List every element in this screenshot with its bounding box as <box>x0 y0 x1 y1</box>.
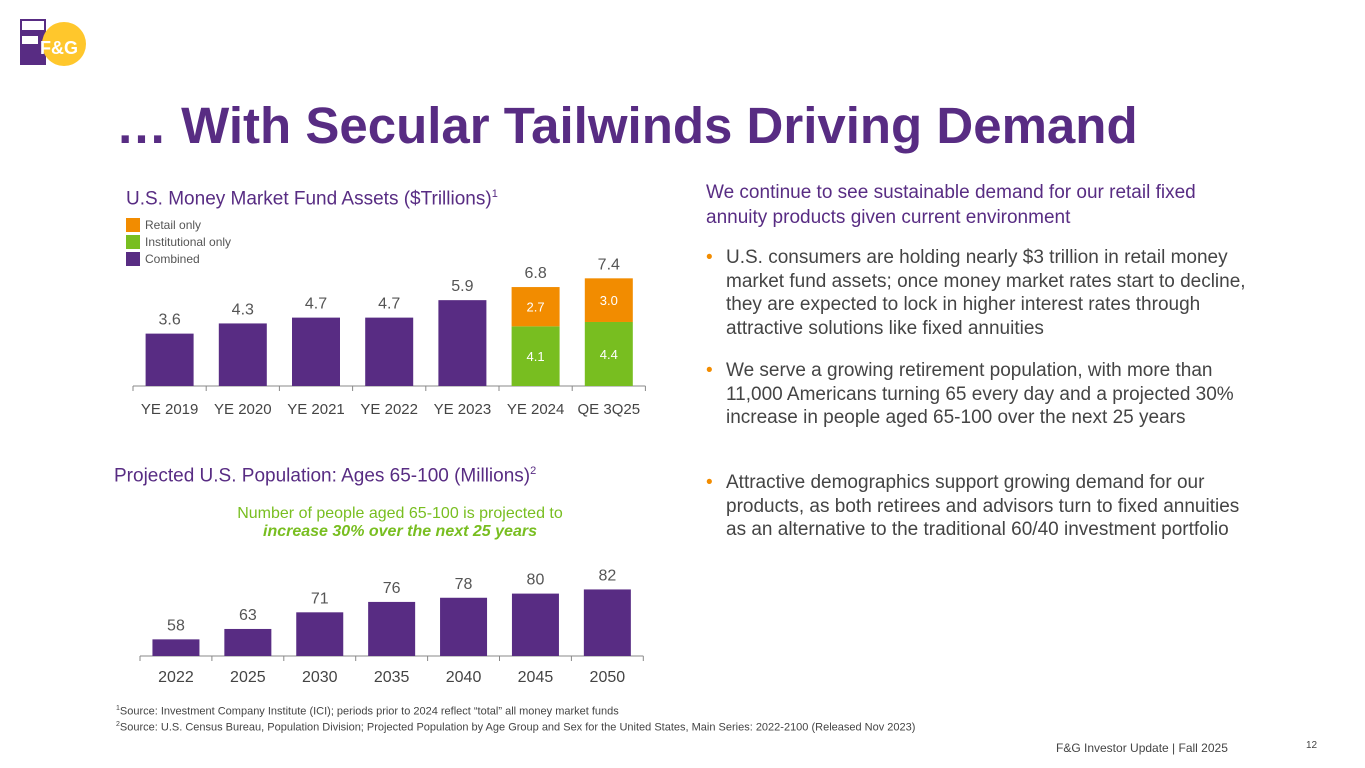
population-bar <box>583 589 631 656</box>
money-market-chart-title: U.S. Money Market Fund Assets ($Trillion… <box>126 188 498 210</box>
bar-segment <box>584 278 633 322</box>
population-value-label: 71 <box>311 590 329 607</box>
x-tick-label: 2035 <box>374 669 410 686</box>
population-title-sup: 2 <box>530 465 537 477</box>
money-market-legend: Retail only Institutional only Combined <box>126 216 231 267</box>
population-bar <box>511 593 559 656</box>
legend-item-institutional: Institutional only <box>126 233 231 250</box>
total-label: 4.7 <box>305 296 327 313</box>
legend-swatch-institutional <box>126 234 140 249</box>
legend-swatch-combined <box>126 251 140 266</box>
bullet-text-3: Attractive demographics support growing … <box>726 472 1240 540</box>
footnote-2-text: Source: U.S. Census Bureau, Population D… <box>119 721 916 734</box>
right-panel-title: We continue to see sustainable demand fo… <box>706 182 1196 228</box>
x-tick-label: 2040 <box>446 669 482 686</box>
segment-label-retail: 3.0 <box>600 293 618 308</box>
population-bar <box>368 601 416 656</box>
population-value-label: 82 <box>598 567 616 584</box>
population-title-text: Projected U.S. Population: Ages 65-100 (… <box>114 465 531 487</box>
bar-segment <box>511 326 560 386</box>
bullet-marker-2: • <box>706 360 713 381</box>
x-tick-label: QE 3Q25 <box>578 401 641 418</box>
page-number: 12 <box>1306 740 1318 751</box>
x-tick-label: YE 2024 <box>507 401 565 418</box>
population-value-label: 78 <box>455 576 473 593</box>
total-label: 4.7 <box>378 296 400 313</box>
total-label: 7.4 <box>598 256 620 273</box>
money-market-title-text: U.S. Money Market Fund Assets ($Trillion… <box>126 188 492 210</box>
x-tick-label: 2050 <box>590 669 626 686</box>
bullet-marker-3: • <box>706 472 713 493</box>
bar-segment <box>292 317 340 386</box>
population-bar <box>440 597 488 656</box>
money-market-chart: 3.6 YE 2019 4.3 YE 2020 4.7 YE 2021 4.7 YE 2022… <box>132 256 646 418</box>
annotation-line-1: Number of people aged 65-100 is projecte… <box>237 505 563 522</box>
bullet-marker-1: • <box>706 247 713 268</box>
x-tick-label: YE 2023 <box>434 401 492 418</box>
population-bar <box>296 612 344 656</box>
x-tick-label: 2030 <box>302 669 338 686</box>
logo-yellow-circle <box>42 22 86 66</box>
legend-label-combined: Combined <box>145 251 200 266</box>
x-tick-label: 2045 <box>518 669 554 686</box>
x-tick-label: YE 2021 <box>287 401 345 418</box>
population-chart-title: Projected U.S. Population: Ages 65-100 (… <box>114 465 536 487</box>
legend-label-retail: Retail only <box>145 217 202 232</box>
legend-label-institutional: Institutional only <box>145 234 232 249</box>
logo-f-bar <box>22 21 44 30</box>
population-bar <box>224 628 272 656</box>
bullet-3: • Attractive demographics support growing… <box>706 471 1251 542</box>
legend-item-retail: Retail only <box>126 216 231 233</box>
population-value-label: 63 <box>239 607 257 624</box>
population-bar <box>152 639 200 656</box>
population-value-label: 58 <box>167 617 185 634</box>
segment-label-retail: 2.7 <box>527 300 545 315</box>
x-tick-label: 2025 <box>230 669 266 686</box>
bar-segment <box>218 323 267 386</box>
bar-segment <box>438 300 487 386</box>
population-value-label: 76 <box>383 580 401 597</box>
x-tick-label: 2022 <box>158 669 194 686</box>
legend-swatch-retail <box>126 217 140 232</box>
bar-segment <box>584 321 633 386</box>
bullet-1: • U.S. consumers are holding nearly $3 tr… <box>706 246 1251 340</box>
footnote-2: 2Source: U.S. Census Bureau, Population … <box>116 721 915 734</box>
population-value-label: 80 <box>527 572 545 589</box>
bar-segment <box>511 287 560 327</box>
logo-text: F&G <box>40 38 78 58</box>
bullet-text-1: U.S. consumers are holding nearly $3 tri… <box>726 247 1246 339</box>
footer-text: F&G Investor Update | Fall 2025 <box>1056 741 1228 755</box>
annotation-line-2: increase 30% over the next 25 years <box>263 523 537 540</box>
total-label: 4.3 <box>232 301 254 318</box>
total-label: 6.8 <box>524 265 546 282</box>
segment-label-institutional: 4.4 <box>600 347 618 362</box>
x-tick-label: YE 2019 <box>141 401 199 418</box>
fg-logo: F&G <box>20 19 86 66</box>
footnote-1: 1Source: Investment Company Institute (I… <box>116 705 619 718</box>
bullet-text-2: We serve a growing retirement population… <box>726 360 1234 428</box>
population-annotation: Number of people aged 65-100 is projecte… <box>160 505 640 541</box>
x-tick-label: YE 2022 <box>360 401 418 418</box>
legend-item-combined: Combined <box>126 250 231 267</box>
page-title: … With Secular Tailwinds Driving Demand <box>116 97 1138 154</box>
footnote-2-sup: 2 <box>116 721 120 728</box>
bullet-2: • We serve a growing retirement populatio… <box>706 359 1251 430</box>
footnote-1-sup: 1 <box>116 705 120 712</box>
money-market-title-sup: 1 <box>491 188 498 200</box>
population-chart: 58 2022 63 2025 71 2030 76 2035 78 2040 80 2045 82 20… <box>139 567 644 686</box>
logo-f-mid <box>22 36 38 44</box>
total-label: 5.9 <box>451 278 473 295</box>
bar-segment <box>145 333 194 386</box>
segment-label-institutional: 4.1 <box>527 349 545 364</box>
total-label: 3.6 <box>158 312 180 329</box>
bar-segment <box>365 317 414 386</box>
x-tick-label: YE 2020 <box>214 401 272 418</box>
footnote-1-text: Source: Investment Company Institute (IC… <box>119 705 619 718</box>
